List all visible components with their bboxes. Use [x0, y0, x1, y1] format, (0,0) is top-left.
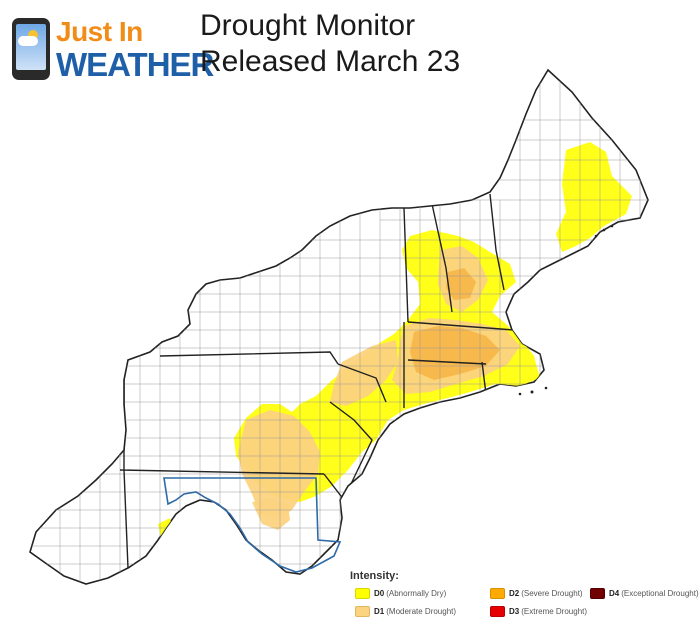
just-in-weather-logo: Just In WEATHER: [12, 10, 214, 83]
legend-item-d1: D1 (Moderate Drought): [355, 606, 456, 617]
map-title: Drought Monitor Released March 23: [200, 8, 460, 80]
border-nh-me: [489, 193, 505, 291]
legend-swatch-d2: [490, 588, 505, 599]
legend-desc: (Extreme Drought): [521, 607, 588, 616]
d1-area-pa-md: [238, 410, 320, 520]
legend-desc: (Severe Drought): [521, 589, 583, 598]
legend-item-d0: D0 (Abnormally Dry): [355, 588, 446, 599]
border-ct-ri: [481, 361, 487, 395]
legend-swatch-d3: [490, 606, 505, 617]
coast-islands: [518, 224, 614, 396]
border-wv: [123, 469, 129, 569]
legend-item-d2: D2 (Severe Drought): [490, 588, 583, 599]
legend-desc: (Abnormally Dry): [386, 589, 447, 598]
legend-swatch-d1: [355, 606, 370, 617]
border-ma-ct: [407, 359, 487, 365]
border-vt-nh: [431, 203, 453, 313]
intensity-legend: Intensity: D0 (Abnormally Dry) D1 (Moder…: [350, 570, 700, 638]
border-ny-pa: [159, 351, 339, 365]
logo-line-1: Just In: [56, 16, 143, 47]
border-ny-vt: [403, 207, 409, 323]
legend-item-d4: D4 (Exceptional Drought): [590, 588, 699, 599]
maryland-outline: [163, 477, 342, 573]
legend-code: D1: [374, 607, 385, 616]
border-nj-pa: [329, 401, 373, 487]
phone-weather-icon: [12, 18, 50, 80]
border-ny-ct-nj: [337, 322, 405, 408]
d0-area-maine: [556, 142, 632, 252]
legend-swatch-d0: [355, 588, 370, 599]
legend-code: D3: [509, 607, 520, 616]
border-ma-north: [407, 321, 515, 331]
land-area: [29, 68, 649, 585]
legend-code: D2: [509, 589, 520, 598]
title-line-1: Drought Monitor: [200, 9, 416, 42]
legend-swatch-d4: [590, 588, 605, 599]
legend-item-d3: D3 (Extreme Drought): [490, 606, 587, 617]
legend-code: D4: [609, 589, 620, 598]
d2-area-mass: [410, 326, 500, 380]
legend-heading: Intensity:: [350, 570, 399, 582]
border-pa-md: [119, 469, 325, 475]
legend-desc: (Moderate Drought): [386, 607, 457, 616]
logo-line-2: WEATHER: [56, 46, 214, 83]
legend-code: D0: [374, 589, 385, 598]
d1-area-md-shore: [252, 498, 290, 530]
title-line-2: Released March 23: [200, 45, 461, 78]
legend-desc: (Exceptional Drought): [621, 589, 699, 598]
